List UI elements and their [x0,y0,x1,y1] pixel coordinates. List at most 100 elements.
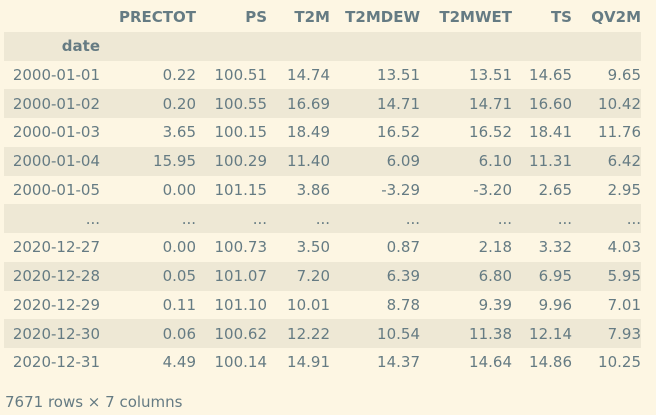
table-cell: 14.74 [287,65,330,84]
table-cell: 101.07 [214,267,268,286]
table-cell: 10.25 [598,353,641,372]
table-cell: 100.51 [214,65,268,84]
table-cell: 6.10 [478,152,512,171]
table-cell: 16.60 [529,94,572,113]
table-cell: 7.93 [607,324,641,343]
table-shape-summary: 7671 rows × 7 columns [5,393,183,411]
table-cell: 16.69 [287,94,330,113]
table-cell: 10.42 [598,94,641,113]
row-index-label: 2020-12-29 [12,295,100,314]
table-cell: 9.39 [478,295,512,314]
table-cell: 7.20 [296,267,330,286]
table-cell: 100.73 [214,238,268,257]
table-cell: 13.51 [469,65,512,84]
table-row: 2000-01-01 0.22 100.51 14.74 13.51 13.51 14.65… [4,61,641,90]
table-cell: 0.06 [162,324,196,343]
table-cell: 5.95 [607,267,641,286]
table-cell: ... [252,209,267,228]
table-cell: 10.54 [377,324,420,343]
table-cell: 0.20 [162,94,196,113]
row-index-label: 2020-12-30 [12,324,100,343]
table-cell: 18.49 [287,123,330,142]
row-index-label: 2020-12-31 [12,353,100,372]
row-index-label: 2000-01-02 [12,94,100,113]
table-cell: 14.65 [529,65,572,84]
column-header: TS [550,8,572,27]
table-cell: 100.55 [214,94,268,113]
row-index-label: 2020-12-28 [12,267,100,286]
table-cell: 0.22 [162,65,196,84]
table-cell: -3.29 [381,180,420,199]
table-cell: 101.10 [214,295,268,314]
row-index-label: 2000-01-03 [12,123,100,142]
table-cell: 8.78 [386,295,420,314]
table-row: 2020-12-28 0.05 101.07 7.20 6.39 6.80 6.95 5.95 [4,261,641,291]
table-cell: 6.42 [607,152,641,171]
table-cell: 3.65 [162,123,196,142]
table-cell: 2.18 [478,238,512,257]
table-header: PRECTOT PS T2M T2MDEW T2MWET TS QV2M dat… [4,3,641,61]
table-cell: 2.95 [607,180,641,199]
table-cell: ... [181,209,196,228]
index-header-blank [4,3,100,32]
table-cell: 10.01 [287,295,330,314]
table-cell: 6.80 [478,267,512,286]
table-cell: 101.15 [214,180,268,199]
table-cell: 14.64 [469,353,512,372]
column-header: PRECTOT [118,8,196,27]
table-cell: 16.52 [377,123,420,142]
table-cell: 11.31 [529,152,572,171]
table-cell: 4.49 [162,353,196,372]
table-cell: 100.62 [214,324,268,343]
table-cell: 0.00 [162,238,196,257]
column-header-row: PRECTOT PS T2M T2MDEW T2MWET TS QV2M [4,3,641,32]
table-row: 2000-01-03 3.65 100.15 18.49 16.52 16.52 18.41… [4,118,641,147]
table-row: 2020-12-31 4.49 100.14 14.91 14.37 14.64 14.86… [4,348,641,377]
table-row: 2000-01-04 15.95 100.29 11.40 6.09 6.10 11.31 6… [4,146,641,176]
row-index-label: 2000-01-05 [12,180,100,199]
table-cell: 12.22 [287,324,330,343]
table-cell: 3.86 [296,180,330,199]
table-row: 2020-12-30 0.06 100.62 12.22 10.54 11.38 12.14… [4,319,641,348]
row-index-label: ... [85,209,100,228]
table-cell: 100.29 [214,152,268,171]
table-cell: 4.03 [607,238,641,257]
column-header: PS [245,8,267,27]
table-cell: 3.32 [538,238,572,257]
table-cell: 14.86 [529,353,572,372]
table-cell: 18.41 [529,123,572,142]
table-cell: 3.50 [296,238,330,257]
dataframe-table: PRECTOT PS T2M T2MDEW T2MWET TS QV2M dat… [4,3,641,377]
table-row: 2020-12-27 0.00 100.73 3.50 0.87 2.18 3.32 4.03 [4,233,641,262]
table-cell: 6.95 [538,267,572,286]
table-cell: 0.87 [386,238,420,257]
table-cell: 100.15 [214,123,268,142]
table-cell: 14.91 [287,353,330,372]
table-cell: ... [497,209,512,228]
table-cell: 9.65 [607,65,641,84]
table-cell: ... [405,209,420,228]
table-cell: 100.14 [214,353,268,372]
table-cell: 14.71 [377,94,420,113]
table-cell: 12.14 [529,324,572,343]
table-cell: -3.20 [473,180,512,199]
table-cell: 6.39 [386,267,420,286]
table-row: 2000-01-02 0.20 100.55 16.69 14.71 14.71 16.60… [4,89,641,118]
column-header: T2MWET [439,8,512,27]
table-cell: ... [626,209,641,228]
row-index-label: 2000-01-01 [12,65,100,84]
table-cell: 14.71 [469,94,512,113]
table-cell: 0.05 [162,267,196,286]
table-cell: 6.09 [386,152,420,171]
index-name: date [61,37,100,56]
table-cell: 0.11 [162,295,196,314]
table-cell: 11.76 [598,123,641,142]
table-cell: 15.95 [153,152,196,171]
table-cell: 14.37 [377,353,420,372]
column-header: T2MDEW [345,8,420,27]
table-row: ........................ [4,204,641,233]
table-cell: 16.52 [469,123,512,142]
table-cell: ... [315,209,330,228]
table-cell: 7.01 [607,295,641,314]
